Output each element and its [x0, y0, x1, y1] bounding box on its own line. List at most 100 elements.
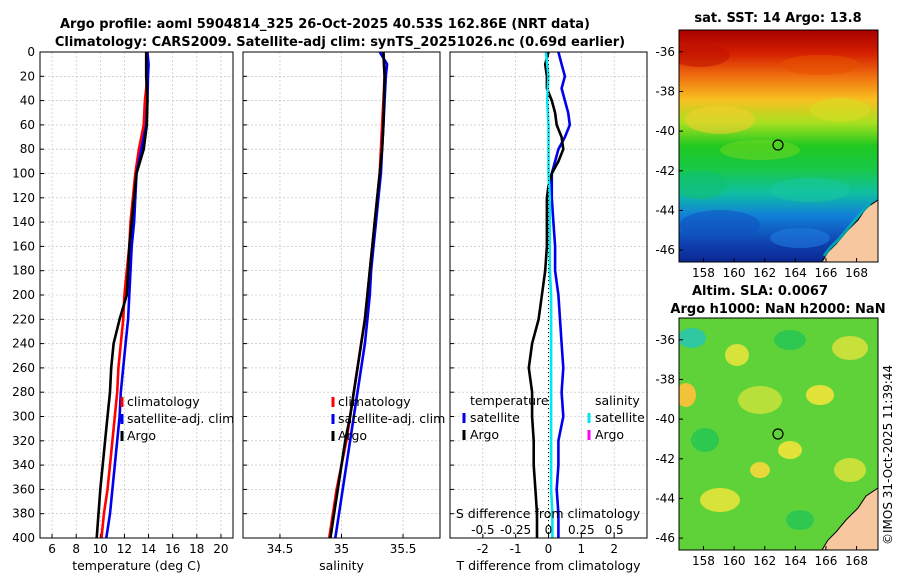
map-x-tick-label: 160 [723, 554, 746, 568]
x-tick-label: 35.5 [390, 542, 417, 556]
series-line-0 [550, 51, 572, 538]
x-tick-label: 8 [72, 542, 80, 556]
series-line-1 [527, 51, 565, 538]
map-y-tick-label: -46 [655, 243, 675, 257]
x-axis-label: salinity [319, 558, 364, 573]
x-tick-label: 34.5 [267, 542, 294, 556]
legend-label: satellite [595, 410, 645, 425]
y-tick-label: 20 [20, 69, 35, 83]
sla-texture [679, 328, 868, 530]
sla-map [678, 317, 879, 551]
x-tick-label: 1 [578, 542, 586, 556]
y-tick-label: 160 [12, 239, 35, 253]
sst-map-frame [678, 29, 879, 263]
top-x-tick-label: 0 [545, 523, 553, 537]
map-x-tick-label: 158 [692, 554, 715, 568]
map-x-tick-label: 160 [723, 266, 746, 280]
x-tick-label: -1 [510, 542, 522, 556]
x-tick-label: 35 [334, 542, 349, 556]
sla-map-frame [678, 317, 879, 551]
figure-title-line2: Climatology: CARS2009. Satellite-adj cli… [55, 35, 625, 50]
sla-map-title-line1: Altim. SLA: 0.0067 [692, 284, 828, 299]
y-tick-label: 280 [12, 385, 35, 399]
legend-label: climatology [338, 394, 411, 409]
legend-label: satellite-adj. clim [338, 411, 445, 426]
difference-panel: -2 -1 0 1 2 T difference from climatology temp… [449, 51, 648, 573]
series-line-2 [329, 51, 386, 539]
x-tick-label: 16 [165, 542, 180, 556]
sst-map [678, 29, 879, 263]
sst-map-title: sat. SST: 14 Argo: 13.8 [694, 11, 861, 26]
map-x-tick-label: 162 [753, 266, 776, 280]
y-tick-label: 180 [12, 264, 35, 278]
map-x-tick-label: 166 [815, 554, 838, 568]
legend-label: satellite [470, 410, 520, 425]
y-tick-label: 380 [12, 507, 35, 521]
y-tick-label: 80 [20, 142, 35, 156]
map-y-tick-label: -44 [655, 491, 675, 505]
x-axis-label: T difference from climatology [455, 558, 641, 573]
map-x-tick-label: 158 [692, 266, 715, 280]
map-y-tick-label: -36 [655, 333, 675, 347]
y-tick-label: 220 [12, 312, 35, 326]
sst-texture [679, 43, 870, 248]
sst-map-axes: 158 160 162 164 166 168 -36 -38 -40 -42 -44 -46 [655, 45, 868, 280]
legend-label: Argo [470, 427, 499, 442]
map-x-tick-label: 166 [815, 266, 838, 280]
y-tick-label: 340 [12, 458, 35, 472]
legend-title-temperature: temperature [470, 393, 549, 408]
sla-map-title-line2: Argo h1000: NaN h2000: NaN [670, 302, 885, 317]
map-y-tick-label: -40 [655, 412, 675, 426]
y-tick-label: 60 [20, 118, 35, 132]
map-y-tick-label: -44 [655, 203, 675, 217]
y-tick-label: 0 [27, 45, 35, 59]
x-tick-label: 20 [213, 542, 228, 556]
map-x-tick-label: 168 [845, 554, 868, 568]
x-tick-label: 2 [610, 542, 618, 556]
legend-label: Argo [595, 427, 624, 442]
legend-title-salinity: salinity [595, 393, 640, 408]
x-tick-label: 12 [117, 542, 132, 556]
y-tick-label: 360 [12, 482, 35, 496]
sla-argo-marker [772, 428, 784, 440]
temperature-panel: 6 8 10 12 14 16 18 20 temperature (deg C) 0 20 40 60… [12, 45, 234, 573]
sst-coast-shallow [822, 202, 872, 257]
x-tick-label: 0 [545, 542, 553, 556]
map-x-tick-label: 162 [753, 554, 776, 568]
y-tick-label: 400 [12, 531, 35, 545]
top-x-tick-label: 0.25 [568, 523, 595, 537]
map-y-tick-label: -42 [655, 164, 675, 178]
legend-label: Argo [127, 428, 156, 443]
figure-title-line1: Argo profile: aoml 5904814_325 26-Oct-20… [60, 17, 590, 32]
axes-frame [39, 51, 234, 539]
top-x-tick-label: 0.5 [605, 523, 624, 537]
y-tick-label: 140 [12, 215, 35, 229]
map-y-tick-label: -38 [655, 372, 675, 386]
map-y-tick-label: -46 [655, 531, 675, 545]
x-tick-label: 18 [189, 542, 204, 556]
x-tick-label: 14 [141, 542, 156, 556]
imos-timestamp: ©IMOS 31-Oct-2025 11:39:44 [881, 365, 895, 545]
x-tick-label: -2 [477, 542, 489, 556]
map-y-tick-label: -38 [655, 84, 675, 98]
top-x-tick-label: -0.25 [500, 523, 531, 537]
map-x-tick-label: 164 [784, 266, 807, 280]
salinity-panel: 34.5 35 35.5 salinity climatology satellite-a… [242, 51, 445, 573]
x-tick-label: 10 [93, 542, 108, 556]
y-tick-label: 260 [12, 361, 35, 375]
y-tick-label: 120 [12, 191, 35, 205]
top-axis-label: S difference from climatology [456, 506, 641, 521]
map-x-tick-label: 168 [845, 266, 868, 280]
y-tick-label: 40 [20, 94, 35, 108]
legend-label: climatology [127, 394, 200, 409]
series-line-2 [95, 52, 149, 539]
y-tick-label: 320 [12, 434, 35, 448]
map-x-tick-label: 164 [784, 554, 807, 568]
sla-map-axes: 158 160 162 164 166 168 -36 -38 -40 -42 -44 -46 [655, 333, 868, 568]
map-y-tick-label: -42 [655, 452, 675, 466]
y-tick-label: 100 [12, 167, 35, 181]
y-tick-label: 200 [12, 288, 35, 302]
top-x-tick-label: -0.5 [471, 523, 494, 537]
axes-frame [242, 51, 441, 539]
